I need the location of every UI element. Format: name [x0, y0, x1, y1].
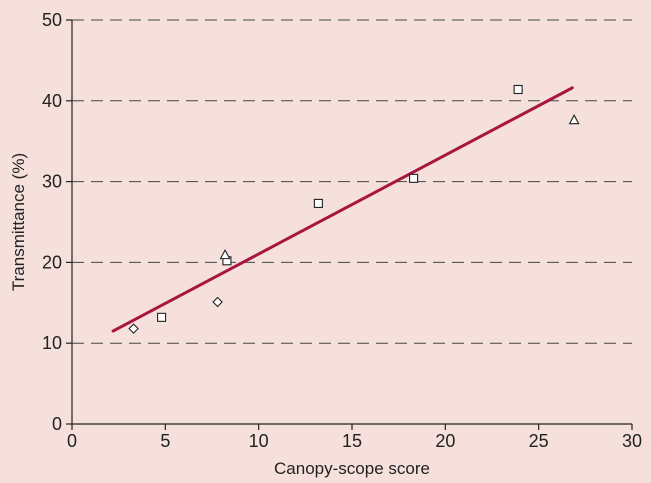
- x-tick-label: 20: [435, 431, 455, 451]
- data-point-square: [157, 312, 167, 322]
- gridlines: [72, 19, 632, 344]
- x-tick-label: 25: [529, 431, 549, 451]
- data-points: [128, 84, 580, 334]
- x-axis-ticks: 0 5 10 15 20 25 30: [67, 424, 642, 451]
- y-tick-label: 10: [42, 333, 62, 353]
- y-axis-ticks: 0 10 20 30 40 50: [42, 10, 72, 434]
- x-axis-label: Canopy-scope score: [274, 459, 430, 478]
- x-tick-label: 30: [622, 431, 642, 451]
- x-tick-label: 10: [249, 431, 269, 451]
- y-tick-label: 40: [42, 91, 62, 111]
- x-tick-label: 0: [67, 431, 77, 451]
- data-point-square: [513, 84, 523, 95]
- trendline-group: [111, 86, 574, 333]
- data-point-triangle: [568, 114, 580, 125]
- data-point-diamond: [212, 296, 223, 308]
- regression-line: [111, 86, 574, 333]
- data-point-triangle: [219, 248, 231, 260]
- data-point-square: [409, 173, 419, 183]
- data-point-diamond: [128, 323, 139, 334]
- y-tick-label: 0: [52, 414, 62, 434]
- y-tick-label: 50: [42, 10, 62, 30]
- y-axis-label: Transmittance (%): [9, 153, 28, 291]
- y-tick-label: 20: [42, 252, 62, 272]
- axes: [71, 20, 632, 425]
- y-tick-label: 30: [42, 172, 62, 192]
- x-tick-label: 15: [342, 431, 362, 451]
- data-point-square: [313, 198, 323, 208]
- x-tick-label: 5: [160, 431, 170, 451]
